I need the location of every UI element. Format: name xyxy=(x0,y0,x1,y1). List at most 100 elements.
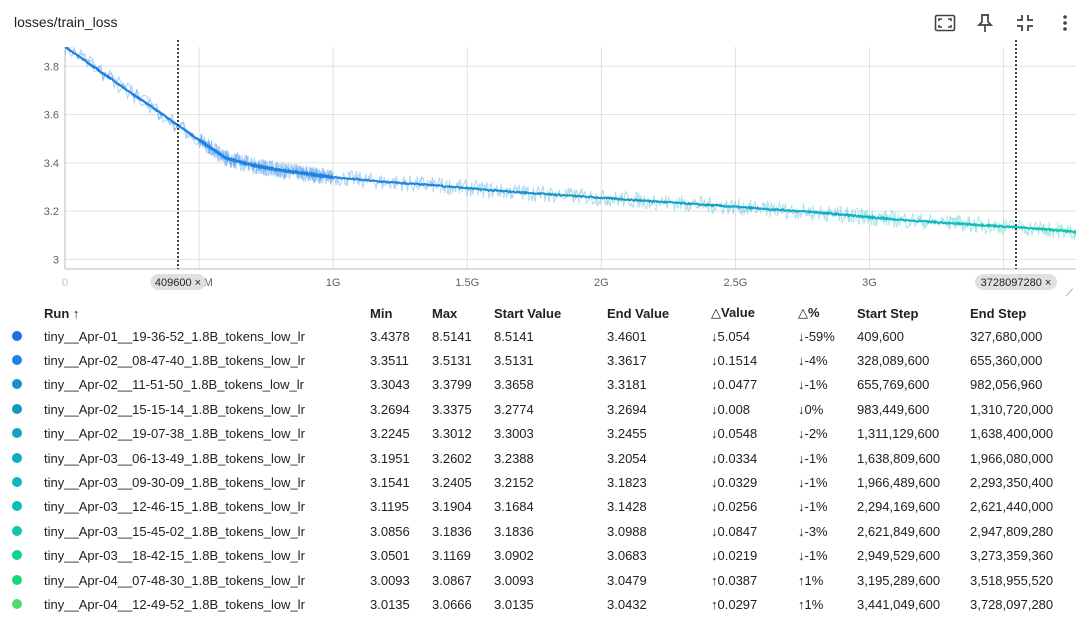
run-color-dot[interactable] xyxy=(12,501,22,512)
run-color-dot[interactable] xyxy=(12,355,22,366)
smoothed-series-line[interactable] xyxy=(654,199,763,211)
run-color-dot[interactable] xyxy=(12,550,22,561)
raw-series-line xyxy=(855,207,951,230)
run-color-dot[interactable] xyxy=(12,452,22,463)
column-header-delta-pct[interactable]: △% xyxy=(798,305,820,320)
run-color-dot[interactable] xyxy=(12,379,22,390)
end-value: 3.0479 xyxy=(607,572,647,588)
delta-percent: ↓-1% xyxy=(798,450,828,466)
run-color-dot[interactable] xyxy=(12,403,22,414)
end-step: 3,518,955,520 xyxy=(970,572,1054,588)
column-header-run[interactable]: Run ↑ xyxy=(44,305,80,321)
range-marker-chip[interactable] xyxy=(150,274,206,290)
runs-table: Run ↑ Min Max Start Value End Value △Val… xyxy=(12,302,1070,617)
table-row[interactable]: tiny__Apr-03__06-13-49_1.8B_tokens_low_l… xyxy=(12,446,1070,470)
column-header-end-step[interactable]: End Step xyxy=(970,305,1027,321)
start-value: 3.3003 xyxy=(494,426,534,442)
resize-handle-icon[interactable]: ⟋ xyxy=(1066,288,1073,299)
start-step: 328,089,600 xyxy=(857,353,930,369)
collapse-icon xyxy=(1017,15,1033,31)
run-color-dot[interactable] xyxy=(12,477,22,488)
table-row[interactable]: tiny__Apr-02__15-15-14_1.8B_tokens_low_l… xyxy=(12,397,1070,421)
table-row[interactable]: tiny__Apr-03__09-30-09_1.8B_tokens_low_l… xyxy=(12,470,1070,494)
end-step: 1,966,080,000 xyxy=(970,450,1054,466)
end-value: 3.2054 xyxy=(607,450,647,466)
smoothed-series-line[interactable] xyxy=(65,47,441,187)
raw-series-line xyxy=(1043,221,1076,241)
delta-percent: ↓-1% xyxy=(798,475,828,491)
column-header-end-value[interactable]: End Value xyxy=(607,305,670,321)
smoothed-series-line[interactable] xyxy=(761,207,857,218)
delta-percent: ↓-1% xyxy=(798,377,828,393)
run-name: tiny__Apr-02__19-07-38_1.8B_tokens_low_l… xyxy=(44,426,305,442)
delta-value: ↓5.054 xyxy=(711,328,751,344)
start-step: 2,621,849,600 xyxy=(857,523,941,539)
table-row[interactable]: tiny__Apr-03__18-42-15_1.8B_tokens_low_l… xyxy=(12,544,1070,568)
table-row[interactable]: tiny__Apr-02__08-47-40_1.8B_tokens_low_l… xyxy=(12,348,1070,372)
column-header-max[interactable]: Max xyxy=(432,305,458,321)
start-step: 3,195,289,600 xyxy=(857,572,941,588)
smoothed-series-line[interactable] xyxy=(1043,227,1090,236)
y-tick-label: 3.6 xyxy=(44,110,59,122)
smoothed-series-line[interactable] xyxy=(440,184,549,196)
run-color-dot[interactable] xyxy=(12,574,22,585)
delta-value: ↑0.0387 xyxy=(711,572,758,588)
table-row[interactable]: tiny__Apr-04__07-48-30_1.8B_tokens_low_l… xyxy=(12,568,1070,592)
max-value: 3.3012 xyxy=(432,426,472,442)
smoothed-series-line[interactable] xyxy=(546,192,656,204)
column-header-min[interactable]: Min xyxy=(370,305,393,321)
more-options-button[interactable] xyxy=(1052,10,1078,36)
table-row[interactable]: tiny__Apr-02__11-51-50_1.8B_tokens_low_l… xyxy=(12,373,1070,397)
pin-icon xyxy=(977,14,993,32)
range-marker-chip[interactable] xyxy=(975,274,1057,290)
column-header-delta-value[interactable]: △Value xyxy=(711,305,755,320)
min-value: 3.3511 xyxy=(370,353,409,369)
table-row[interactable]: tiny__Apr-02__19-07-38_1.8B_tokens_low_l… xyxy=(12,422,1070,446)
smoothed-series-line[interactable] xyxy=(855,214,951,225)
end-step: 1,638,400,000 xyxy=(970,426,1054,442)
start-value: 3.0093 xyxy=(494,572,534,588)
table-row[interactable]: tiny__Apr-04__12-49-52_1.8B_tokens_low_l… xyxy=(12,592,1070,616)
pin-button[interactable] xyxy=(972,10,998,36)
delta-percent: ↓-2% xyxy=(798,426,828,442)
end-step: 1,310,720,000 xyxy=(970,401,1054,417)
run-name: tiny__Apr-03__15-45-02_1.8B_tokens_low_l… xyxy=(44,523,305,539)
smoothed-series-line[interactable] xyxy=(949,221,1045,232)
run-color-cell xyxy=(12,397,44,421)
line-chart[interactable]: 33.23.43.63.80500M1G1.5G2G2.5G3G3.5G4096… xyxy=(0,40,1090,296)
collapse-button[interactable] xyxy=(1012,10,1038,36)
column-header-start-value[interactable]: Start Value xyxy=(494,305,562,321)
start-value: 3.3658 xyxy=(494,377,534,393)
run-color-dot[interactable] xyxy=(12,598,22,609)
start-step: 1,311,129,600 xyxy=(857,426,940,442)
fit-screen-icon xyxy=(934,14,956,32)
start-step: 2,949,529,600 xyxy=(857,548,941,564)
delta-percent: ↑1% xyxy=(798,596,824,612)
delta-value: ↓0.0219 xyxy=(711,548,758,564)
fit-screen-button[interactable] xyxy=(932,10,958,36)
end-step: 3,273,359,360 xyxy=(970,548,1054,564)
end-value: 3.0683 xyxy=(607,548,647,564)
run-color-cell xyxy=(12,544,44,568)
range-marker-label: 409600 × xyxy=(155,277,201,289)
run-color-dot[interactable] xyxy=(12,428,22,439)
run-color-dot[interactable] xyxy=(12,525,22,536)
delta-value: ↓0.0329 xyxy=(711,475,758,491)
start-value: 3.2388 xyxy=(494,450,534,466)
y-tick-label: 3.8 xyxy=(44,61,59,73)
min-value: 3.4378 xyxy=(370,328,410,344)
column-header-start-step[interactable]: Start Step xyxy=(857,305,919,321)
run-color-cell xyxy=(12,422,44,446)
run-color-dot[interactable] xyxy=(12,330,22,341)
run-name: tiny__Apr-01__19-36-52_1.8B_tokens_low_l… xyxy=(44,328,305,344)
delta-value: ↓0.1514 xyxy=(711,353,758,369)
raw-series-line xyxy=(65,47,441,193)
y-tick-label: 3.2 xyxy=(44,206,59,218)
start-step: 983,449,600 xyxy=(857,401,930,417)
min-value: 3.0501 xyxy=(370,548,410,564)
table-row[interactable]: tiny__Apr-03__15-45-02_1.8B_tokens_low_l… xyxy=(12,519,1070,543)
end-value: 3.2455 xyxy=(607,426,647,442)
table-row[interactable]: tiny__Apr-03__12-46-15_1.8B_tokens_low_l… xyxy=(12,495,1070,519)
table-row[interactable]: tiny__Apr-01__19-36-52_1.8B_tokens_low_l… xyxy=(12,324,1070,348)
end-step: 327,680,000 xyxy=(970,328,1043,344)
